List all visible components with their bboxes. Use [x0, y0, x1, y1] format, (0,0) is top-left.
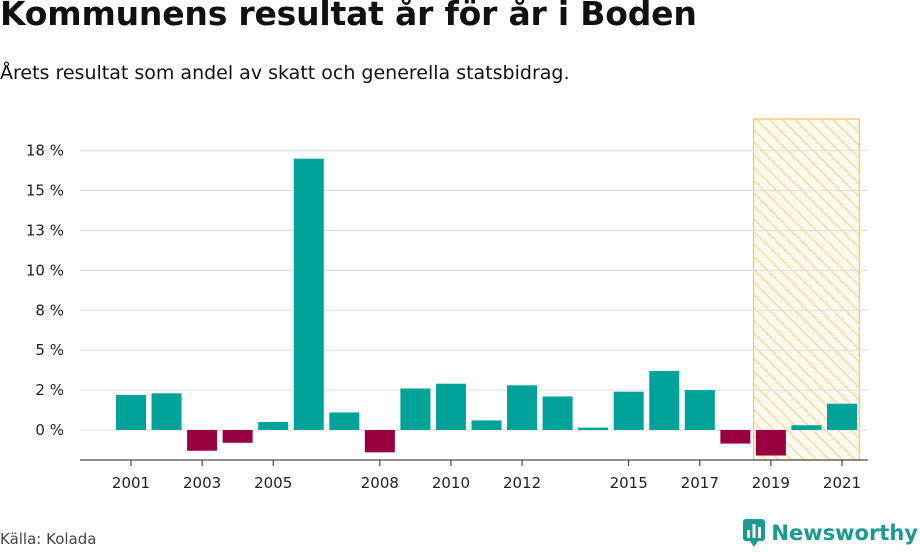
bar-2021 [827, 403, 857, 430]
x-tick-label: 2015 [610, 474, 648, 492]
bar-layer [116, 158, 857, 456]
bar-2014 [578, 427, 609, 430]
bar-2005 [258, 422, 289, 430]
y-tick-label: 0 % [35, 421, 64, 439]
bar-2012 [507, 385, 538, 430]
bar-2013 [542, 396, 573, 430]
bar-2002 [151, 393, 182, 430]
y-tick-label: 13 % [26, 222, 64, 240]
bar-2007 [329, 412, 360, 430]
grid-layer: 0 % 2 % 5 % 8 % 10 % 13 % 15 % 18 % [26, 142, 868, 439]
highlight-layer [753, 118, 860, 461]
x-tick-label: 2021 [823, 474, 861, 492]
bar-2011 [471, 420, 502, 430]
x-tick-label: 2001 [112, 474, 150, 492]
bar-2009 [400, 388, 431, 430]
y-tick-label: 2 % [35, 381, 64, 399]
x-tick-label: 2008 [361, 474, 399, 492]
bar-2008 [364, 430, 395, 453]
chart-subtitle: Årets resultat som andel av skatt och ge… [0, 62, 570, 84]
x-tick-label: 2012 [503, 474, 541, 492]
y-tick-label: 10 % [26, 261, 64, 279]
bar-2001 [116, 394, 146, 430]
bar-2016 [649, 370, 680, 430]
source-label: Källa: Kolada [0, 530, 97, 548]
y-tick-label: 5 % [35, 341, 64, 359]
x-tick-label: 2019 [752, 474, 790, 492]
x-tick-label: 2003 [183, 474, 221, 492]
x-tick-label: 2005 [254, 474, 292, 492]
y-tick-label: 8 % [35, 301, 64, 319]
newsworthy-icon [743, 519, 766, 547]
chart-title: Kommunens resultat år för år i Boden [0, 0, 697, 33]
brand-name: Newsworthy [771, 521, 918, 545]
highlight-band [753, 118, 860, 461]
y-tick-label: 15 % [26, 182, 64, 200]
y-tick-label: 18 % [26, 142, 64, 160]
bar-2006 [293, 158, 324, 430]
bar-2003 [187, 430, 218, 451]
bar-2019 [755, 430, 786, 456]
x-tick-label: 2010 [432, 474, 470, 492]
x-tick-label: 2017 [681, 474, 719, 492]
bar-2017 [684, 390, 715, 430]
axis-layer: 2001 2003 2005 2008 2010 2012 2015 2017 2019 2021 [80, 459, 868, 492]
brand-logo: Newsworthy [743, 519, 918, 547]
bar-2010 [435, 383, 466, 430]
bar-2004 [222, 430, 253, 443]
bar-2020 [791, 425, 822, 430]
bar-2018 [720, 430, 751, 444]
bar-2015 [613, 391, 644, 430]
